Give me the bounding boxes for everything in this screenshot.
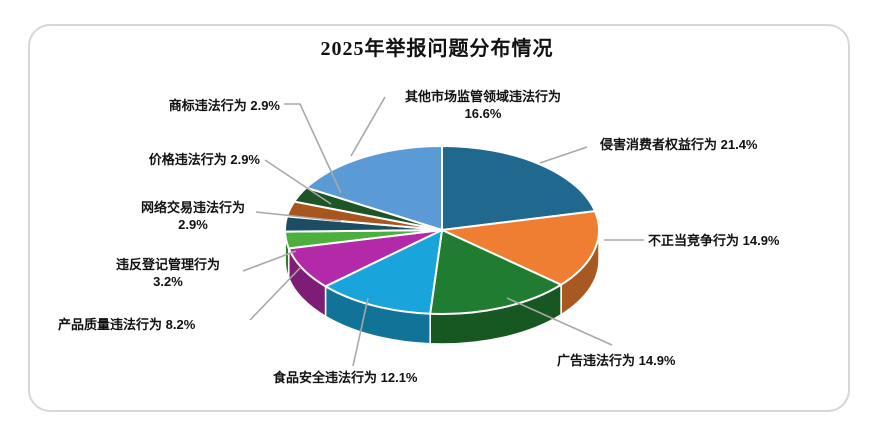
leader-line-8 [284,103,342,194]
pie-label-9: 其他市场监管领域违法行为 16.6% [383,88,583,122]
pie-label-percent: 12.1% [377,370,418,385]
pie-label-percent: 2.9% [246,98,280,113]
pie-label-text: 产品质量违法行为 [58,317,163,332]
pie-label-percent: 14.9% [635,353,676,368]
pie-slice-3 [324,229,443,315]
pie-label-percent: 2.9% [178,217,208,232]
leader-line-5 [242,250,297,272]
pie-label-text: 不正当竞争行为 [648,233,740,248]
pie-label-7: 价格违法行为 2.9% [149,151,260,168]
pie-label-percent: 3.2% [153,274,183,289]
pie-label-text: 违反登记管理行为 [115,257,220,272]
leader-line-3 [352,297,369,367]
pie-label-8: 商标违法行为 2.9% [169,97,280,114]
pie-slice-2 [429,229,563,315]
pie-label-percent: 21.4% [717,137,758,152]
pie-label-text: 侵害消费者权益行为 [600,137,718,152]
pie-label-text: 其他市场监管领域违法行为 [404,89,561,104]
chart-title: 2025年举报问题分布情况 [320,38,554,60]
pie-label-percent: 2.9% [226,152,260,167]
pie-label-4: 产品质量违法行为 8.2% [58,316,195,333]
pie-label-text: 网络交易违法行为 [140,200,245,215]
pie-label-3: 食品安全违法行为 12.1% [273,369,418,386]
leader-line-6 [255,211,342,222]
leader-line-7 [264,159,332,205]
leader-line-0 [539,146,588,164]
pie-label-0: 侵害消费者权益行为 21.4% [600,136,758,153]
pie-label-6: 网络交易违法行为 2.9% [93,199,293,233]
leader-line-2 [506,297,613,346]
pie-label-percent: 16.6% [464,106,502,121]
pie-label-text: 商标违法行为 [168,98,247,113]
leader-line-9 [350,96,386,157]
pie-label-text: 价格违法行为 [148,152,227,167]
leader-line-4 [249,266,302,321]
pie-label-1: 不正当竞争行为 14.9% [648,232,780,249]
pie-slice-9 [305,145,443,231]
pie-label-5: 违反登记管理行为 3.2% [68,256,268,290]
pie-label-percent: 14.9% [739,233,780,248]
pie-label-2: 广告违法行为 14.9% [557,352,676,369]
pie-slice-1 [441,210,600,286]
pie-slice-0 [441,145,597,231]
pie-label-percent: 8.2% [162,317,196,332]
pie-label-text: 食品安全违法行为 [273,370,378,385]
pie-label-text: 广告违法行为 [557,353,636,368]
